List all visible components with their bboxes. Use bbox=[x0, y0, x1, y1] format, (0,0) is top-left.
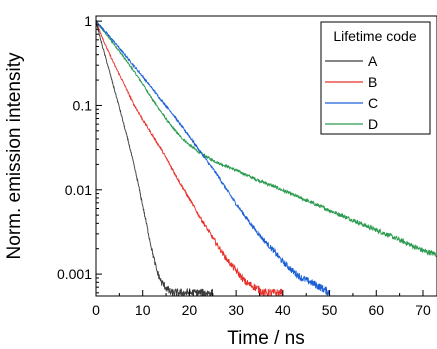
x-tick-label: 30 bbox=[228, 302, 244, 318]
y-tick-label: 1 bbox=[84, 13, 92, 29]
y-tick-label: 0.01 bbox=[65, 182, 92, 198]
y-axis-ticks: 0.001 0.01 0.1 1 bbox=[57, 13, 102, 294]
legend-box bbox=[320, 21, 431, 135]
series-line-b bbox=[96, 21, 284, 296]
series-group bbox=[96, 19, 437, 296]
x-tick-label: 10 bbox=[135, 302, 151, 318]
series-line-c bbox=[96, 19, 330, 296]
legend-label-d: D bbox=[368, 116, 378, 132]
x-tick-label: 40 bbox=[275, 302, 291, 318]
plot-frame bbox=[95, 15, 437, 297]
series-line-a bbox=[96, 20, 214, 296]
legend-label-c: C bbox=[368, 95, 378, 111]
legend-label-a: A bbox=[368, 53, 378, 69]
x-tick-label: 70 bbox=[415, 302, 431, 318]
x-tick-label: 50 bbox=[322, 302, 338, 318]
y-tick-label: 0.001 bbox=[57, 266, 92, 282]
x-tick-label: 60 bbox=[368, 302, 384, 318]
x-tick-label: 20 bbox=[182, 302, 198, 318]
x-axis-title: Time / ns bbox=[227, 328, 304, 349]
series-line-d bbox=[96, 20, 437, 258]
x-tick-label: 0 bbox=[92, 302, 100, 318]
legend-label-b: B bbox=[368, 74, 377, 90]
y-axis-title: Norm. emission intensity bbox=[4, 52, 25, 259]
x-axis-ticks: 0 10 20 30 40 50 60 70 bbox=[92, 290, 431, 318]
legend-title: Lifetime code bbox=[333, 28, 416, 44]
y-tick-label: 0.1 bbox=[73, 97, 93, 113]
